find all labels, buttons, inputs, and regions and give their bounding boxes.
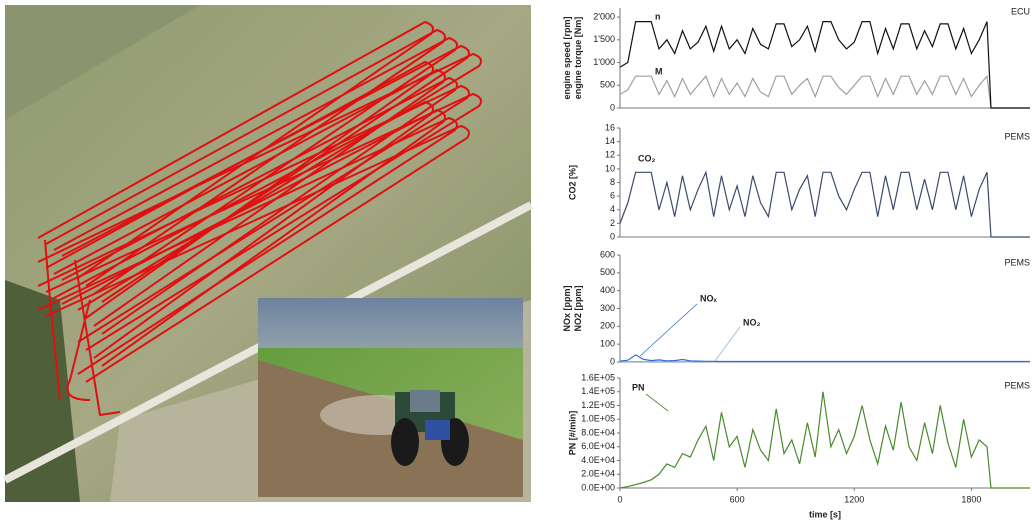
series-line bbox=[620, 76, 1030, 108]
annotation: n bbox=[655, 11, 661, 21]
y-axis-label: CO2 [%] bbox=[567, 165, 577, 200]
annotation: ECU bbox=[1011, 6, 1030, 16]
x-axis-label: time [s] bbox=[809, 509, 841, 519]
y-tick-label: 200 bbox=[600, 321, 615, 331]
series-line bbox=[620, 392, 1030, 488]
y-axis-label: PN [#/min] bbox=[567, 411, 577, 456]
x-tick-label: 1800 bbox=[961, 494, 981, 504]
series-line bbox=[620, 22, 1030, 108]
x-tick-label: 1200 bbox=[844, 494, 864, 504]
y-axis-label: engine speed [rpm] bbox=[562, 16, 572, 99]
annotation: PN bbox=[632, 382, 645, 392]
y-tick-label: 6.0E+04 bbox=[581, 441, 615, 451]
charts: 0 500 1'000 1'500 2'000 engine speed [rpm]eng… bbox=[562, 6, 1030, 519]
y-tick-label: 0.0E+00 bbox=[581, 482, 615, 492]
y-tick-label: 14 bbox=[605, 136, 615, 146]
y-axis-label: NOx [ppm] bbox=[562, 285, 572, 331]
annotation: NOₓ bbox=[700, 293, 718, 303]
y-tick-label: 4.0E+04 bbox=[581, 455, 615, 465]
y-tick-label: 8.0E+04 bbox=[581, 427, 615, 437]
annotation: CO₂ bbox=[638, 153, 656, 163]
y-tick-label: 300 bbox=[600, 303, 615, 313]
y-axis-label: engine torque [Nm] bbox=[573, 17, 583, 100]
tractor-photo bbox=[258, 298, 523, 497]
y-tick-label: 6 bbox=[610, 191, 615, 201]
leader-line bbox=[715, 327, 740, 361]
y-tick-label: 0 bbox=[610, 102, 615, 112]
y-tick-label: 12 bbox=[605, 150, 615, 160]
y-tick-label: 2.0E+04 bbox=[581, 469, 615, 479]
y-tick-label: 0 bbox=[610, 356, 615, 366]
y-tick-label: 500 bbox=[600, 267, 615, 277]
y-tick-label: 2'000 bbox=[593, 11, 615, 21]
x-tick-label: 600 bbox=[730, 494, 745, 504]
annotation: PEMS bbox=[1004, 257, 1030, 267]
leader-line bbox=[646, 394, 668, 411]
x-tick-label: 0 bbox=[617, 494, 622, 504]
y-tick-label: 400 bbox=[600, 285, 615, 295]
y-tick-label: 4 bbox=[610, 204, 615, 214]
y-tick-label: 8 bbox=[610, 177, 615, 187]
y-tick-label: 100 bbox=[600, 339, 615, 349]
y-tick-label: 1'000 bbox=[593, 57, 615, 67]
series-line bbox=[620, 355, 1030, 362]
annotation: PEMS bbox=[1004, 131, 1030, 141]
annotation: NO₂ bbox=[743, 317, 761, 327]
y-tick-label: 1.4E+05 bbox=[581, 386, 615, 396]
y-tick-label: 2 bbox=[610, 218, 615, 228]
y-tick-label: 1.6E+05 bbox=[581, 372, 615, 382]
y-tick-label: 1.2E+05 bbox=[581, 400, 615, 410]
y-tick-label: 500 bbox=[600, 80, 615, 90]
y-tick-label: 1.0E+05 bbox=[581, 414, 615, 424]
figure: 0 500 1'000 1'500 2'000 engine speed [rpm]eng… bbox=[0, 0, 1032, 523]
y-tick-label: 600 bbox=[600, 249, 615, 259]
series-line bbox=[620, 172, 1030, 237]
y-axis-label: NO2 [ppm] bbox=[573, 285, 583, 331]
y-tick-label: 1'500 bbox=[593, 34, 615, 44]
y-tick-label: 0 bbox=[610, 231, 615, 241]
leader-line bbox=[640, 304, 697, 356]
y-tick-label: 16 bbox=[605, 122, 615, 132]
y-tick-label: 10 bbox=[605, 163, 615, 173]
annotation: PEMS bbox=[1004, 380, 1030, 390]
annotation: M bbox=[655, 66, 663, 76]
